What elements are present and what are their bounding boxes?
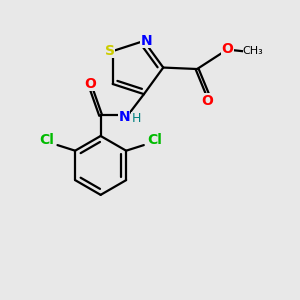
Text: O: O [84, 77, 96, 91]
Text: S: S [105, 44, 115, 58]
Text: CH₃: CH₃ [243, 46, 263, 56]
Text: N: N [118, 110, 130, 124]
Text: O: O [202, 94, 213, 107]
Text: N: N [140, 34, 152, 48]
Text: O: O [221, 42, 233, 56]
Text: Cl: Cl [147, 134, 162, 147]
Text: H: H [131, 112, 141, 125]
Text: Cl: Cl [39, 134, 54, 147]
